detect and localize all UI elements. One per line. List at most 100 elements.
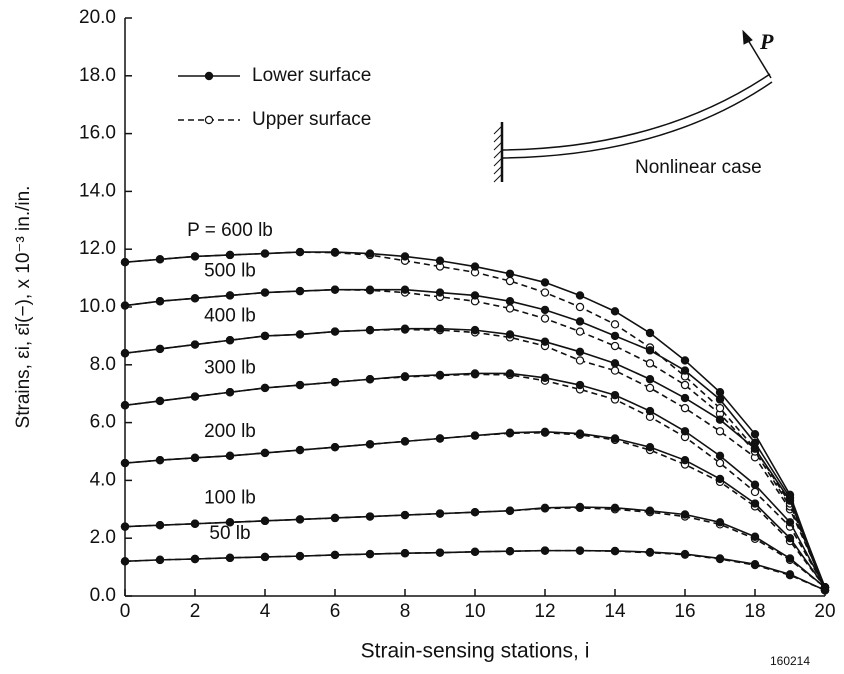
data-point bbox=[400, 549, 410, 558]
data-point bbox=[750, 438, 760, 448]
data-point bbox=[680, 380, 690, 390]
data-point bbox=[645, 547, 655, 557]
data-point bbox=[400, 372, 410, 381]
legend-label: Lower surface bbox=[252, 65, 371, 86]
data-point bbox=[330, 377, 340, 387]
data-point bbox=[190, 519, 200, 528]
x-tick-label: 0 bbox=[120, 601, 131, 622]
data-point bbox=[575, 302, 585, 312]
data-point bbox=[120, 401, 130, 410]
y-axis-title: Strains, εi, ε̄i(−), x 10⁻³ in./in. bbox=[13, 186, 34, 429]
data-point bbox=[155, 344, 165, 354]
data-point bbox=[155, 255, 165, 264]
data-point bbox=[505, 276, 515, 286]
data-point bbox=[785, 570, 795, 579]
curve-label: 400 lb bbox=[204, 305, 256, 326]
data-point bbox=[190, 252, 200, 261]
data-point bbox=[330, 327, 340, 336]
data-point bbox=[715, 427, 725, 436]
data-point bbox=[260, 288, 270, 297]
data-point bbox=[470, 431, 480, 440]
curve-label: 200 lb bbox=[204, 421, 256, 442]
data-point bbox=[575, 502, 585, 512]
data-point bbox=[295, 445, 305, 455]
data-point bbox=[365, 325, 375, 335]
x-tick-label: 14 bbox=[604, 601, 626, 622]
data-point bbox=[505, 330, 515, 339]
data-point bbox=[610, 546, 620, 556]
y-tick-label: 10.0 bbox=[79, 296, 116, 317]
data-point bbox=[225, 388, 235, 397]
y-tick-label: 14.0 bbox=[79, 180, 116, 201]
force-label: P bbox=[759, 29, 774, 54]
data-point bbox=[155, 520, 165, 530]
data-point bbox=[435, 548, 445, 557]
data-point bbox=[260, 249, 270, 258]
data-point bbox=[435, 256, 445, 265]
curve-label: 100 lb bbox=[204, 487, 256, 508]
data-point bbox=[330, 550, 340, 560]
data-point bbox=[785, 490, 795, 500]
data-point bbox=[470, 547, 480, 556]
data-point bbox=[715, 518, 725, 527]
x-tick-label: 12 bbox=[534, 601, 555, 622]
data-point bbox=[260, 383, 270, 393]
data-point bbox=[575, 317, 585, 326]
data-point bbox=[365, 249, 375, 258]
data-point bbox=[155, 555, 165, 565]
data-point bbox=[190, 453, 200, 463]
data-point bbox=[435, 509, 445, 518]
data-point bbox=[295, 551, 305, 561]
data-point bbox=[190, 294, 200, 303]
data-point bbox=[505, 506, 515, 515]
data-point bbox=[295, 515, 305, 524]
data-point bbox=[750, 487, 760, 497]
data-point bbox=[610, 366, 620, 375]
data-point bbox=[120, 458, 130, 468]
data-point bbox=[820, 586, 830, 595]
data-point bbox=[610, 341, 620, 351]
data-point bbox=[470, 262, 480, 271]
data-point bbox=[505, 369, 515, 378]
data-point bbox=[365, 549, 375, 559]
data-point bbox=[365, 512, 375, 521]
data-point bbox=[435, 324, 445, 333]
data-point bbox=[575, 356, 585, 365]
data-point bbox=[155, 396, 165, 406]
data-point bbox=[680, 427, 690, 436]
inset-diagram bbox=[493, 29, 773, 183]
x-axis-title: Strain-sensing stations, i bbox=[361, 640, 590, 663]
data-point bbox=[645, 328, 655, 338]
data-point bbox=[645, 346, 655, 355]
data-point bbox=[610, 359, 620, 368]
data-point bbox=[295, 247, 305, 257]
data-point bbox=[470, 369, 480, 378]
data-point bbox=[645, 506, 655, 515]
data-point bbox=[470, 325, 480, 335]
data-point bbox=[750, 499, 760, 508]
data-point bbox=[225, 250, 235, 260]
data-point bbox=[715, 403, 725, 413]
data-point bbox=[505, 297, 515, 306]
curve-label: 50 lb bbox=[209, 523, 250, 544]
data-point bbox=[190, 554, 200, 564]
data-point bbox=[575, 291, 585, 300]
data-point bbox=[715, 474, 725, 484]
data-point bbox=[750, 480, 760, 489]
curve-label: P = 600 lb bbox=[187, 220, 273, 241]
data-point bbox=[295, 286, 305, 296]
data-point bbox=[785, 554, 795, 563]
y-tick-label: 16.0 bbox=[79, 123, 116, 144]
data-point bbox=[645, 383, 655, 393]
y-tick-label: 20.0 bbox=[79, 7, 116, 28]
data-point bbox=[365, 375, 375, 384]
data-point bbox=[330, 247, 340, 257]
x-tick-label: 4 bbox=[260, 601, 271, 622]
x-tick-label: 6 bbox=[330, 601, 341, 622]
x-tick-label: 18 bbox=[744, 601, 765, 622]
data-point bbox=[680, 549, 690, 559]
data-point bbox=[540, 546, 550, 555]
data-point bbox=[680, 393, 690, 403]
data-point bbox=[715, 415, 725, 424]
data-point bbox=[225, 553, 235, 563]
